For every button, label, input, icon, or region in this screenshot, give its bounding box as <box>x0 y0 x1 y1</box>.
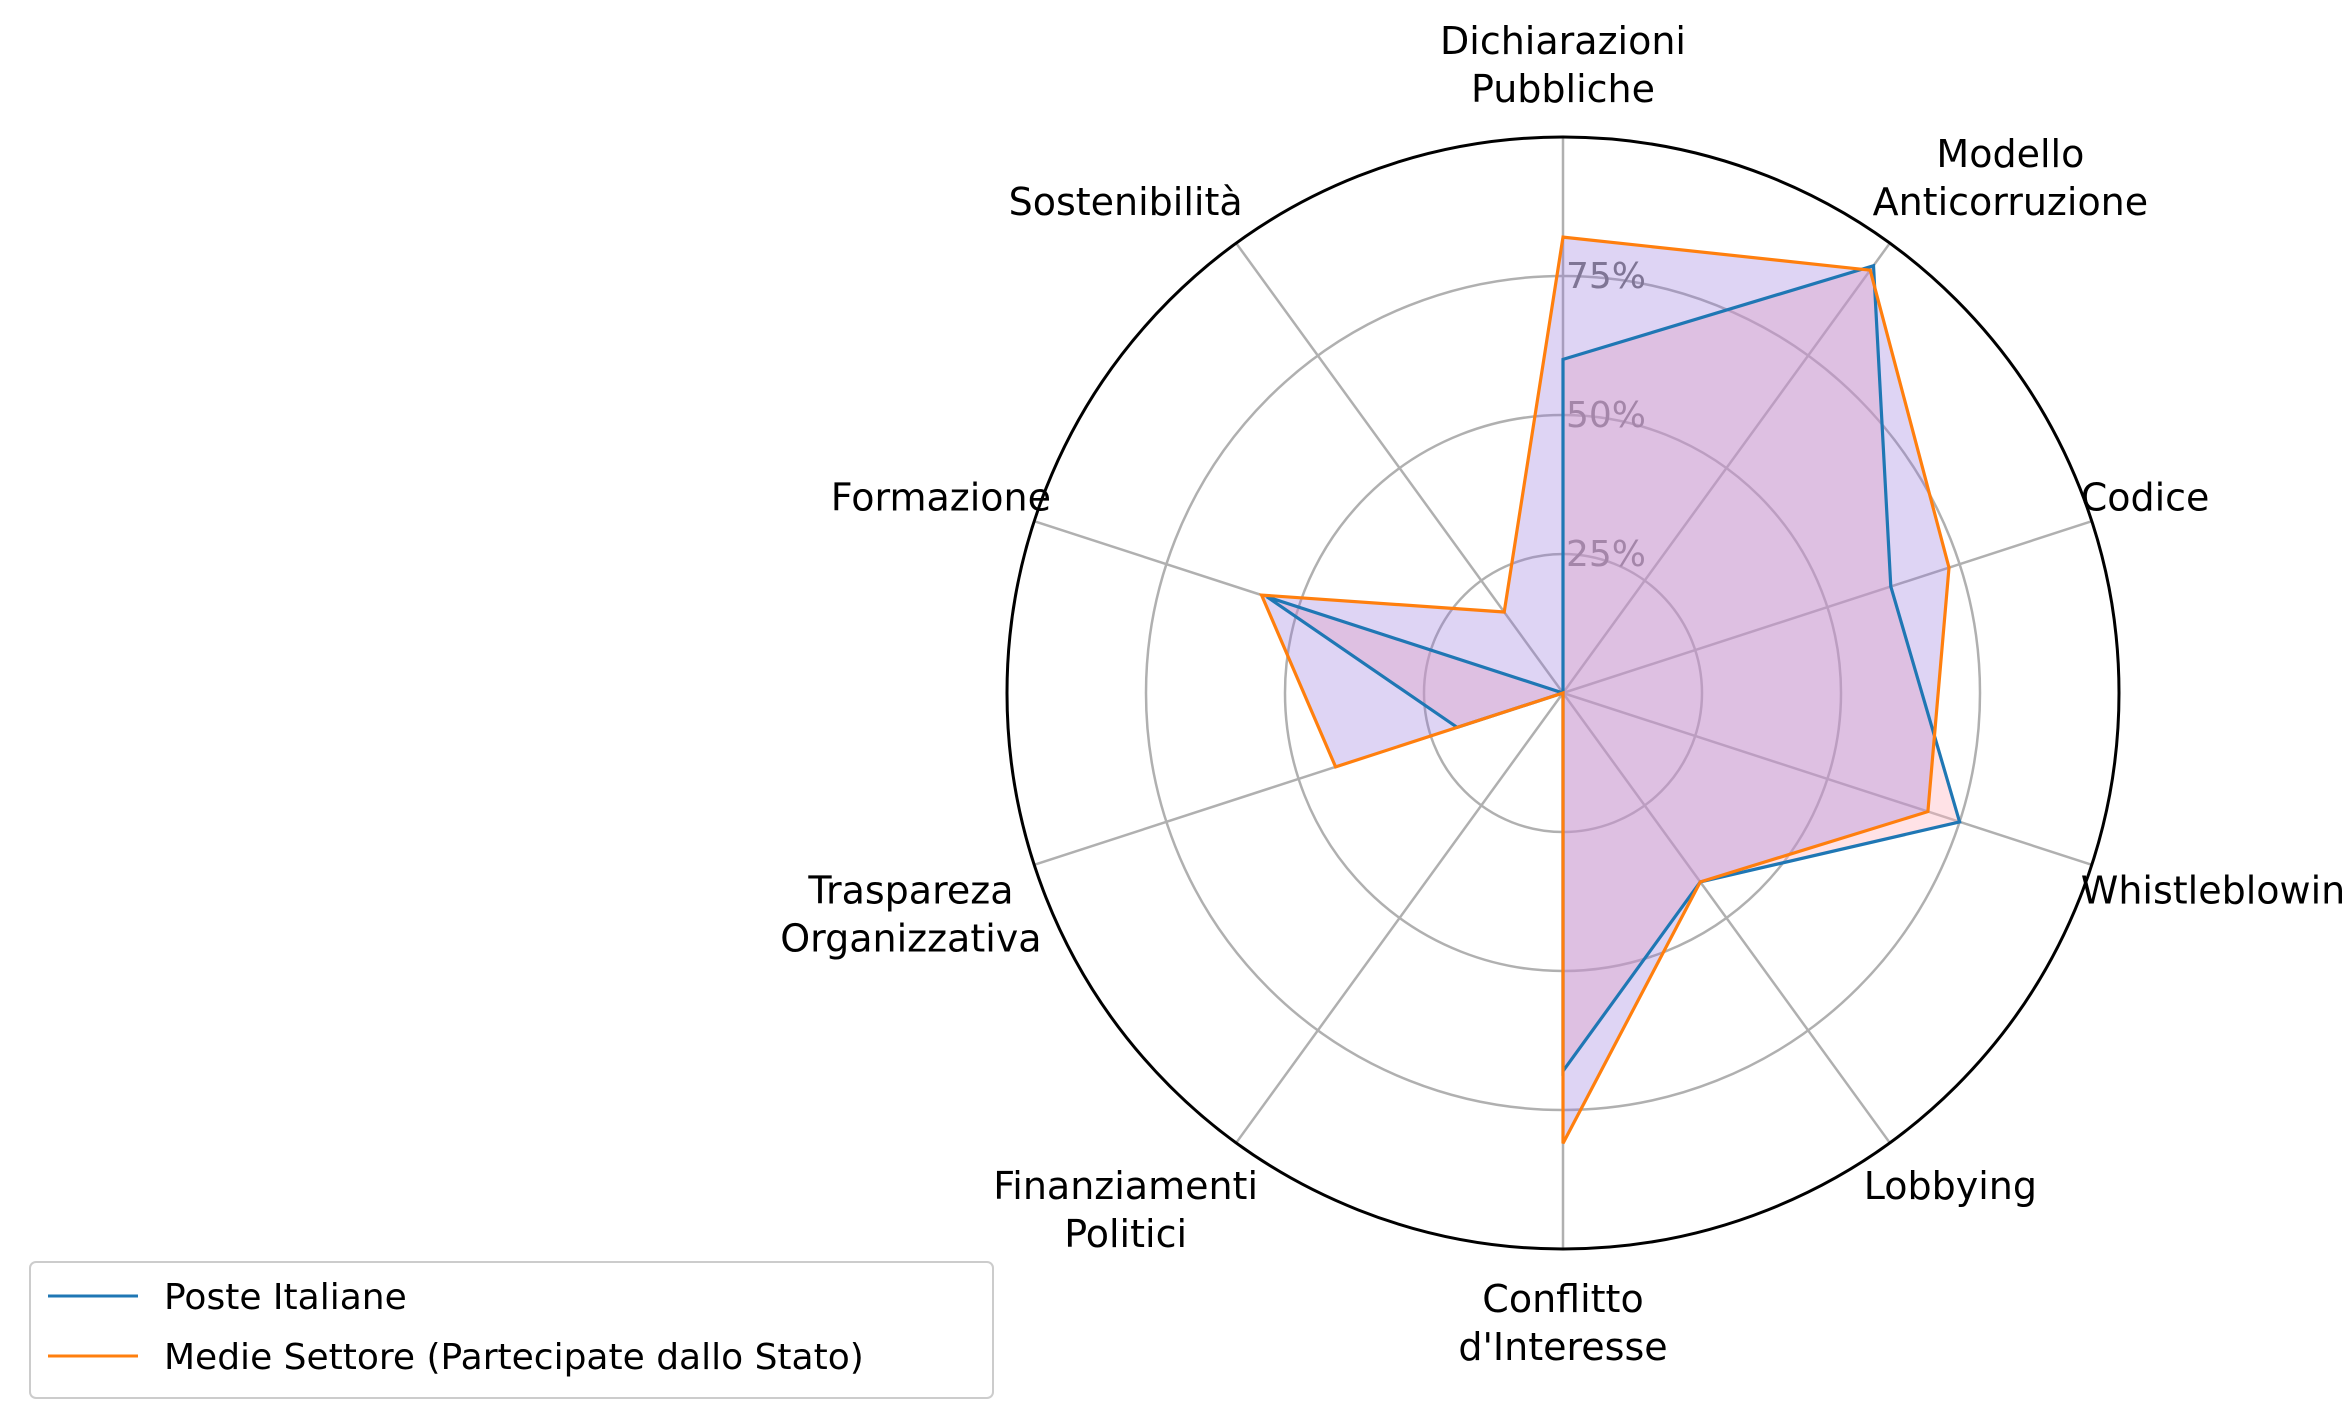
category-label-7: Traspareza Organizzativa <box>780 869 1041 961</box>
radial-tick-label-25: 25% <box>1566 534 1646 575</box>
grid-spoke-2 <box>1562 519 2093 695</box>
series-fill-1 <box>1261 237 1949 1144</box>
category-label-line: Formazione <box>831 475 1051 519</box>
category-label-line: Organizzativa <box>780 917 1041 961</box>
category-label-line: Whistleblowing <box>2081 869 2343 913</box>
category-label-line: Conflitto <box>1482 1277 1643 1321</box>
category-label-line: Traspareza <box>807 869 1013 913</box>
grid-spoke-6 <box>1235 692 1565 1144</box>
category-label-1: Modello Anticorruzione <box>1873 132 2149 224</box>
category-label-5: Conflitto d'Interesse <box>1458 1277 1667 1369</box>
category-label-line: Anticorruzione <box>1873 180 2149 224</box>
category-label-3: Whistleblowing <box>2081 869 2343 913</box>
category-label-4: Lobbying <box>1864 1164 2037 1208</box>
category-label-9: Sostenibilità <box>1009 180 1243 224</box>
category-label-line: Sostenibilità <box>1009 180 1243 224</box>
grid-spoke-3 <box>1562 691 2093 867</box>
polar-frame <box>1005 135 2121 1251</box>
legend-frame <box>29 1261 994 1399</box>
category-label-line: Finanziamenti <box>993 1164 1258 1208</box>
radial-tick-label-75: 75% <box>1566 256 1646 297</box>
category-label-line: Dichiarazioni <box>1440 19 1686 63</box>
legend: Poste Italiane Medie Settore (Partecipat… <box>29 1261 994 1399</box>
series-line-layer <box>1259 235 1962 1145</box>
category-label-8: Formazione <box>831 475 1051 519</box>
category-label-line: Modello <box>1936 132 2084 176</box>
series-fill-0 <box>1266 265 1960 1072</box>
category-label-line: Pubbliche <box>1471 67 1655 111</box>
radial-tick-label-50: 50% <box>1566 395 1646 436</box>
grid-spoke-9 <box>1235 242 1565 694</box>
legend-label-poste-italiane: Poste Italiane <box>164 1277 407 1318</box>
series-fill-layer <box>1261 237 1960 1144</box>
category-label-line: Lobbying <box>1864 1164 2037 1208</box>
series-line-1 <box>1259 235 1951 1145</box>
category-label-line: d'Interesse <box>1458 1325 1667 1369</box>
category-label-2: Codice <box>2081 475 2210 519</box>
grid-spoke-1 <box>1561 242 1891 694</box>
axis-label-layer: Dichiarazioni Pubbliche Modello Anticorruzi… <box>780 19 2343 1369</box>
category-label-6: Finanziamenti Politici <box>993 1164 1258 1256</box>
category-label-0: Dichiarazioni Pubbliche <box>1440 19 1686 111</box>
legend-label-medie-settore: Medie Settore (Partecipate dallo Stato) <box>164 1337 864 1378</box>
grid-spoke-4 <box>1561 692 1891 1144</box>
category-label-line: Politici <box>1064 1212 1187 1256</box>
category-label-line: Codice <box>2081 475 2210 519</box>
